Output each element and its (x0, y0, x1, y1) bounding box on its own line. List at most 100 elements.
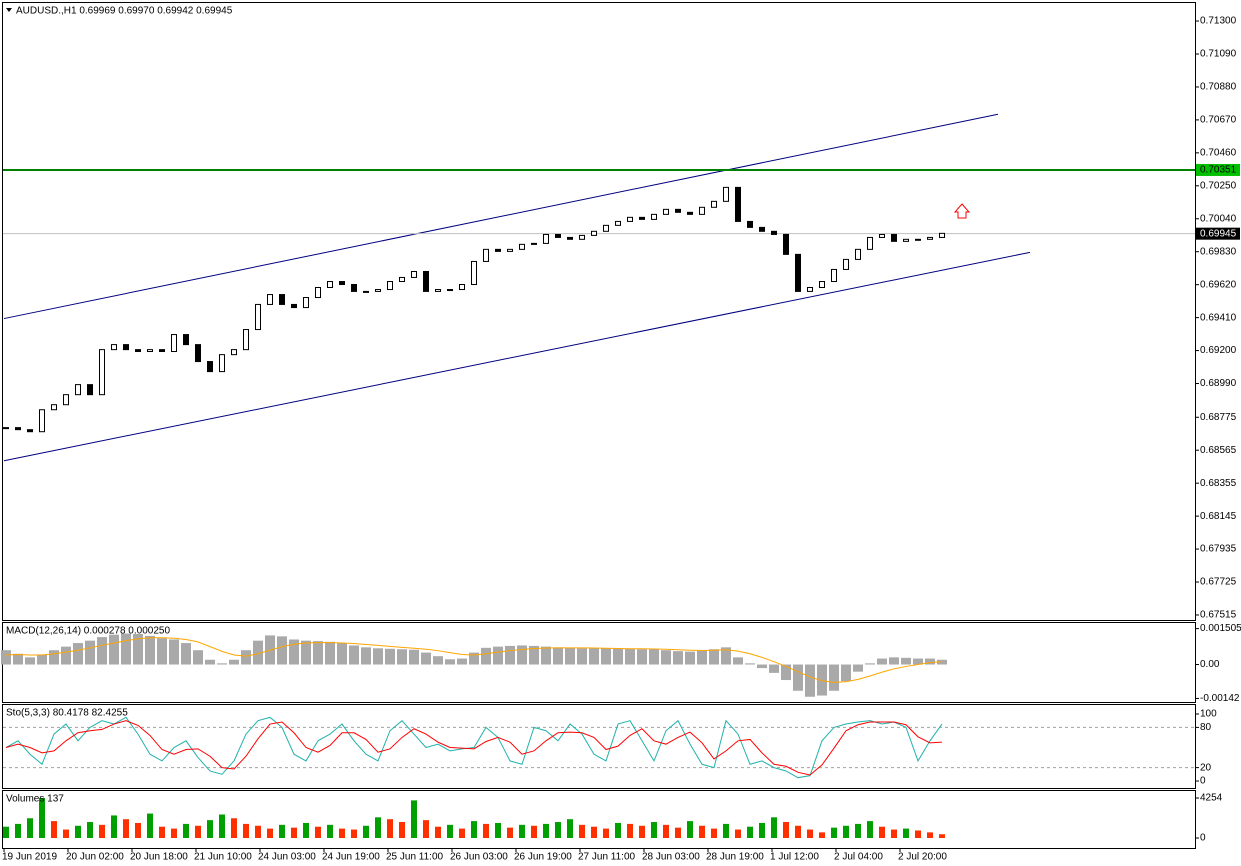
y-tick-label: 100 (1200, 709, 1217, 720)
volume-bar (471, 821, 477, 838)
candle (267, 294, 273, 305)
volume-bar (207, 820, 213, 838)
candle (207, 361, 213, 373)
y-tick-label: 4254 (1200, 793, 1223, 804)
volume-bar (291, 827, 297, 838)
macd-bar (637, 649, 647, 665)
price-level-box (1196, 227, 1240, 240)
volume-bar (87, 822, 93, 838)
macd-bar (781, 664, 791, 681)
volume-bar (495, 822, 501, 838)
volume-bar (711, 828, 717, 838)
macd-bar (409, 649, 419, 665)
candle (783, 233, 789, 255)
candle (639, 216, 645, 220)
candle (723, 186, 729, 202)
y-tick-label: 0.68145 (1200, 511, 1237, 522)
candle (567, 236, 573, 240)
volume-bar (915, 830, 921, 838)
candle (255, 303, 261, 331)
y-tick-label: 0.70040 (1200, 213, 1237, 224)
volume-bar (63, 829, 69, 838)
volume-bar (99, 824, 105, 838)
volume-bar (15, 823, 21, 838)
price-level-box (1196, 163, 1240, 176)
macd-bar (157, 638, 167, 665)
candle (891, 233, 897, 242)
x-tick-label: 20 Jun 18:00 (130, 852, 188, 863)
y-tick-label: 20 (1200, 762, 1212, 773)
candle (819, 281, 825, 288)
volume-bar (507, 827, 513, 838)
macd-bar (1, 650, 11, 665)
y-tick-label: 0.67935 (1200, 544, 1237, 555)
channel-lower (3, 251, 1031, 462)
macd-bar (733, 657, 743, 665)
macd-bar (13, 653, 23, 665)
macd-bar (661, 650, 671, 665)
macd-bar (109, 634, 119, 665)
volume-bar (375, 817, 381, 838)
y-tick-label: 0.71300 (1200, 16, 1237, 27)
volume-bar (651, 822, 657, 838)
macd-bar (757, 664, 767, 669)
macd-bar (829, 664, 839, 691)
y-tick-label: 0.00 (1200, 659, 1220, 670)
volume-bar (351, 829, 357, 838)
volume-bar (195, 825, 201, 838)
y-tick-label: 0.70460 (1200, 147, 1237, 158)
volume-bar (39, 798, 45, 838)
macd-bar (301, 640, 311, 665)
candle (363, 290, 369, 293)
macd-bar (337, 643, 347, 665)
candle (663, 208, 669, 215)
y-tick-label: 0.69200 (1200, 345, 1237, 356)
volume-bar (639, 825, 645, 838)
candle (51, 404, 57, 411)
candle (471, 260, 477, 286)
candle (39, 409, 45, 433)
volume-bar (315, 826, 321, 838)
macd-bar (769, 664, 779, 673)
macd-bar (625, 648, 635, 665)
candle (711, 200, 717, 208)
volume-bar (531, 825, 537, 838)
volume-bar (603, 828, 609, 838)
y-tick-label: 0 (1200, 776, 1206, 787)
volume-bar (891, 829, 897, 838)
macd-bar (877, 658, 887, 665)
macd-bar (925, 658, 935, 665)
candle (543, 233, 549, 244)
volume-bar (423, 820, 429, 838)
macd-bar (121, 633, 131, 665)
x-tick-label: 24 Jun 03:00 (258, 852, 316, 863)
volume-bar (339, 828, 345, 838)
macd-bar (685, 651, 695, 665)
volume-panel (2, 790, 1196, 849)
x-tick-label: 1 Jul 12:00 (770, 852, 819, 863)
macd-bar (541, 646, 551, 665)
candle (507, 248, 513, 252)
x-tick-label: 20 Jun 02:00 (66, 852, 124, 863)
candle (687, 211, 693, 215)
macd-bar (853, 664, 863, 672)
volume-bar (51, 821, 57, 838)
macd-bar (901, 657, 911, 665)
candle (939, 232, 945, 238)
macd-bar (169, 639, 179, 665)
candle (399, 276, 405, 283)
menu-triangle[interactable] (6, 8, 12, 12)
candle (171, 334, 177, 353)
candle (183, 334, 189, 346)
candle (243, 329, 249, 351)
volume-bar (579, 824, 585, 838)
volume-bar (927, 832, 933, 838)
macd-bar (217, 663, 227, 665)
x-tick-label: 28 Jun 19:00 (706, 852, 764, 863)
candle (147, 349, 153, 353)
candle (651, 213, 657, 220)
y-tick-label: 0.70250 (1200, 180, 1237, 191)
volume-bar (747, 826, 753, 838)
macd-bar (85, 640, 95, 665)
volume-bar (903, 828, 909, 838)
